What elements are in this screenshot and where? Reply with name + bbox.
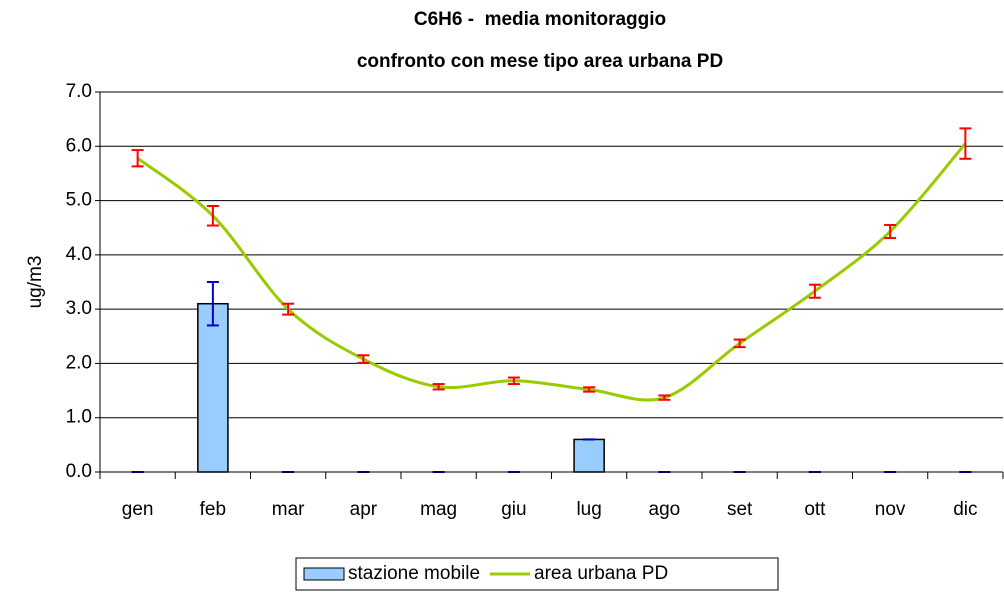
x-tick-label: set [727, 499, 753, 520]
legend-label: stazione mobile [348, 563, 480, 584]
error-bar [658, 394, 671, 401]
error-bar [357, 354, 370, 364]
error-bar [583, 386, 596, 393]
error-bar [884, 224, 897, 240]
x-tick-label: feb [200, 499, 226, 520]
y-axis-label: ug/m3 [25, 256, 46, 309]
x-tick-label: mar [272, 499, 305, 520]
y-tick-label: 4.0 [66, 244, 92, 265]
x-tick-label: dic [953, 499, 977, 520]
y-tick-label: 7.0 [66, 81, 92, 102]
error-bar [733, 338, 746, 349]
bar [573, 438, 605, 473]
bar [197, 302, 229, 473]
error-bar [808, 283, 821, 299]
chart-title: confronto con mese tipo area urbana PD [357, 51, 723, 72]
x-tick-label: mag [420, 499, 457, 520]
error-bar [432, 383, 445, 391]
legend-swatch [303, 567, 345, 581]
x-tick-label: gen [122, 499, 154, 520]
y-tick-label: 5.0 [66, 190, 92, 211]
error-bar [959, 127, 972, 160]
error-bar [507, 376, 520, 386]
x-tick-label: ott [804, 499, 826, 520]
x-tick-label: ago [649, 499, 681, 520]
line [136, 142, 967, 402]
error-bar [206, 205, 219, 227]
chart-title: C6H6 - media monitoraggio [414, 9, 666, 30]
legend-box [295, 557, 779, 591]
x-tick-label: giu [501, 499, 526, 520]
x-tick-label: apr [350, 499, 378, 520]
error-bar [206, 281, 219, 327]
y-tick-label: 3.0 [66, 298, 92, 319]
y-tick-label: 0.0 [66, 461, 92, 482]
x-tick-label: nov [875, 499, 906, 520]
y-tick-label: 1.0 [66, 407, 92, 428]
x-tick-label: lug [576, 499, 601, 520]
y-tick-label: 2.0 [66, 352, 92, 373]
y-tick-label: 6.0 [66, 135, 92, 156]
error-bar [131, 149, 144, 168]
error-bar [282, 302, 295, 316]
legend-label: area urbana PD [534, 563, 668, 584]
